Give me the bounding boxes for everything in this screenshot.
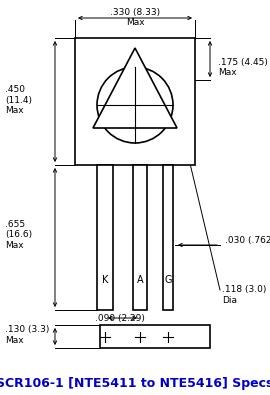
Text: .450
(11.4)
Max: .450 (11.4) Max (5, 85, 32, 115)
Text: .030 (.762) Dia: .030 (.762) Dia (225, 235, 270, 245)
Text: A: A (137, 275, 143, 285)
Bar (163, 165, 173, 310)
Text: .090 (2.29): .090 (2.29) (95, 314, 145, 323)
Polygon shape (93, 48, 177, 128)
Text: K: K (102, 275, 108, 285)
Text: G: G (164, 275, 172, 285)
Bar (100, 325, 210, 348)
Bar (75, 38, 195, 165)
Bar (133, 165, 147, 310)
Text: .130 (3.3)
Max: .130 (3.3) Max (5, 325, 49, 345)
Text: .655
(16.6)
Max: .655 (16.6) Max (5, 220, 32, 250)
Text: .175 (4.45)
Max: .175 (4.45) Max (218, 58, 268, 77)
Text: .118 (3.0)
Dia: .118 (3.0) Dia (222, 285, 266, 305)
Text: .330 (8.33)
Max: .330 (8.33) Max (110, 8, 160, 27)
Text: SCR106-1 [NTE5411 to NTE5416] Specs: SCR106-1 [NTE5411 to NTE5416] Specs (0, 377, 270, 390)
Circle shape (97, 67, 173, 143)
Bar (97, 165, 113, 310)
